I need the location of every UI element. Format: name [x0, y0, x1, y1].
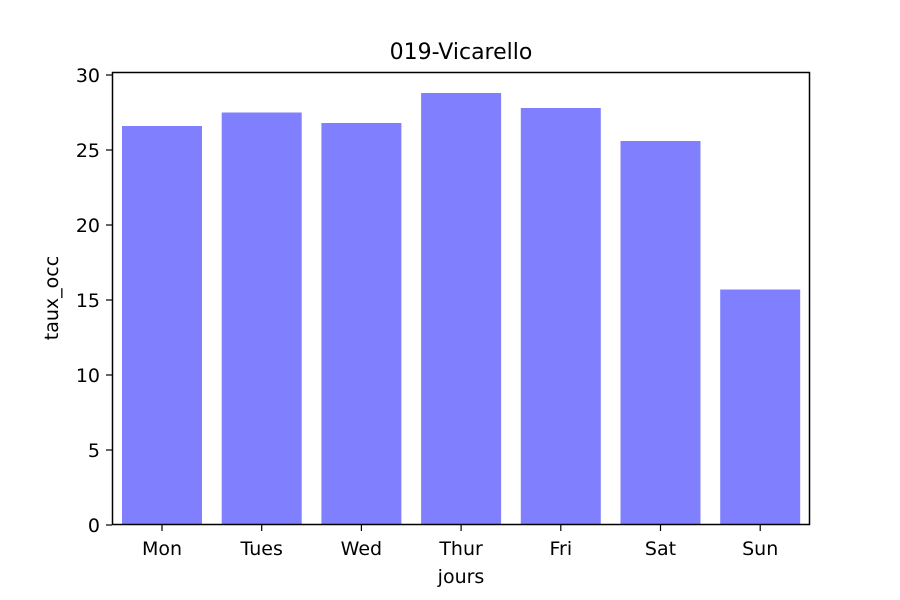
y-tick-label: 5 — [88, 440, 100, 462]
y-tick-label: 15 — [76, 290, 100, 312]
y-tick-label: 20 — [76, 215, 100, 237]
bar-thur — [421, 93, 502, 525]
y-tick-label: 0 — [88, 515, 100, 537]
x-tick-label: Tues — [240, 538, 283, 560]
chart-title: 019-Vicarello — [390, 40, 533, 65]
x-tick-label: Mon — [142, 538, 182, 560]
x-axis: Mon Tues Wed Thur Fri Sat Sun — [142, 525, 778, 560]
bar-sat — [620, 141, 701, 525]
x-tick-label: Sat — [645, 538, 676, 560]
x-tick-label: Thur — [438, 538, 483, 560]
x-tick-label: Sun — [742, 538, 778, 560]
bar-wed — [321, 123, 402, 525]
bars-layer — [122, 93, 801, 525]
y-tick-label: 25 — [76, 140, 100, 162]
bar-mon — [122, 126, 202, 525]
x-tick-label: Fri — [549, 538, 572, 560]
y-tick-label: 10 — [76, 365, 100, 387]
y-tick-label: 30 — [76, 65, 100, 87]
y-axis-label: taux_occ — [41, 256, 63, 340]
x-axis-label: jours — [437, 566, 485, 588]
bar-fri — [520, 108, 601, 525]
bar-sun — [720, 289, 801, 525]
bar-tues — [221, 112, 302, 525]
plot-frame — [111, 71, 811, 526]
y-axis: 0 5 10 15 20 25 30 — [76, 65, 112, 537]
x-tick-label: Wed — [341, 538, 382, 560]
